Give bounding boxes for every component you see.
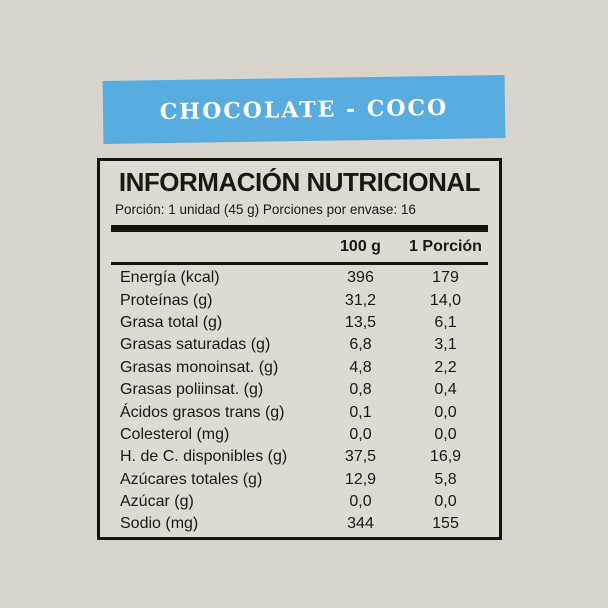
nutrient-row: Azúcares totales (g) 12,9 5,8 (120, 469, 493, 491)
nutrient-row: Grasas poliinsat. (g) 0,8 0,4 (120, 379, 493, 401)
nutrient-row: Sodio (mg) 344 155 (120, 513, 493, 535)
nutrient-name: Grasas monoinsat. (g) (120, 358, 279, 376)
divider-thin (111, 262, 488, 265)
nutrient-value-portion: 0,0 (434, 425, 457, 443)
nutrient-value-portion: 16,9 (429, 448, 462, 466)
nutrient-row: Grasa total (g) 13,5 6,1 (120, 312, 493, 334)
nutrient-value-100g: 0,0 (349, 493, 372, 511)
nutrient-name: Azúcares totales (g) (120, 470, 263, 488)
serving-info: Porción: 1 unidad (45 g) Porciones por e… (115, 202, 416, 217)
nutrient-value-portion: 2,2 (434, 358, 457, 376)
nutrient-value-100g: 0,8 (349, 381, 372, 399)
nutrient-name: Colesterol (mg) (120, 425, 230, 443)
nutrient-value-portion: 14,0 (429, 291, 462, 309)
nutrient-value-100g: 344 (347, 515, 374, 533)
nutrient-row: Grasas saturadas (g) 6,8 3,1 (120, 334, 493, 356)
nutrient-value-portion: 0,4 (434, 381, 457, 399)
nutrient-name: H. de C. disponibles (g) (120, 448, 288, 466)
nutrient-row: Ácidos grasos trans (g) 0,1 0,0 (120, 401, 493, 423)
nutrient-row: Proteínas (g) 31,2 14,0 (120, 289, 493, 311)
nutrient-name: Ácidos grasos trans (g) (120, 403, 285, 421)
nutrient-name: Azúcar (g) (120, 493, 194, 511)
nutrient-value-100g: 4,8 (349, 358, 372, 376)
nutrient-value-100g: 0,1 (349, 403, 372, 421)
nutrient-name: Sodio (mg) (120, 515, 199, 533)
nutrient-value-portion: 6,1 (434, 313, 457, 331)
nutrient-row: Azúcar (g) 0,0 0,0 (120, 491, 493, 513)
nutrition-rows: Energía (kcal) 396 179 Proteínas (g) 31,2 14,… (100, 265, 499, 536)
nutrient-value-100g: 0,0 (349, 425, 372, 443)
flavor-banner: CHOCOLATE - COCO (102, 75, 506, 144)
nutrient-value-100g: 12,9 (344, 470, 377, 488)
nutrient-value-100g: 396 (347, 269, 374, 287)
nutrient-value-100g: 6,8 (349, 336, 372, 354)
column-header-100g: 100 g (340, 238, 381, 255)
divider-thick (111, 225, 488, 232)
nutrient-row: Grasas monoinsat. (g) 4,8 2,2 (120, 357, 493, 379)
nutrition-facts-panel: INFORMACIÓN NUTRICIONAL Porción: 1 unida… (97, 158, 502, 540)
nutrient-value-portion: 179 (432, 269, 459, 287)
nutrient-value-100g: 37,5 (344, 448, 377, 466)
nutrient-name: Energía (kcal) (120, 269, 220, 287)
flavor-banner-title: CHOCOLATE - COCO (159, 94, 449, 125)
nutrient-row: Colesterol (mg) 0,0 0,0 (120, 424, 493, 446)
nutrient-value-portion: 3,1 (434, 336, 457, 354)
nutrient-name: Grasas saturadas (g) (120, 336, 271, 354)
nutrient-row: H. de C. disponibles (g) 37,5 16,9 (120, 446, 493, 468)
nutrient-value-100g: 13,5 (344, 313, 377, 331)
nutrient-name: Grasa total (g) (120, 313, 223, 331)
nutrient-value-portion: 0,0 (434, 403, 457, 421)
column-header-portion: 1 Porción (409, 238, 482, 255)
nutrient-value-portion: 0,0 (434, 493, 457, 511)
nutrient-name: Grasas poliinsat. (g) (120, 381, 264, 399)
nutrition-title: INFORMACIÓN NUTRICIONAL (118, 167, 481, 197)
nutrient-row: Energía (kcal) 396 179 (120, 267, 493, 289)
nutrient-value-portion: 5,8 (434, 470, 457, 488)
nutrient-value-100g: 31,2 (344, 291, 377, 309)
nutrient-value-portion: 155 (432, 515, 459, 533)
nutrient-name: Proteínas (g) (120, 291, 213, 309)
table-header-row: 100 g 1 Porción (100, 232, 499, 262)
